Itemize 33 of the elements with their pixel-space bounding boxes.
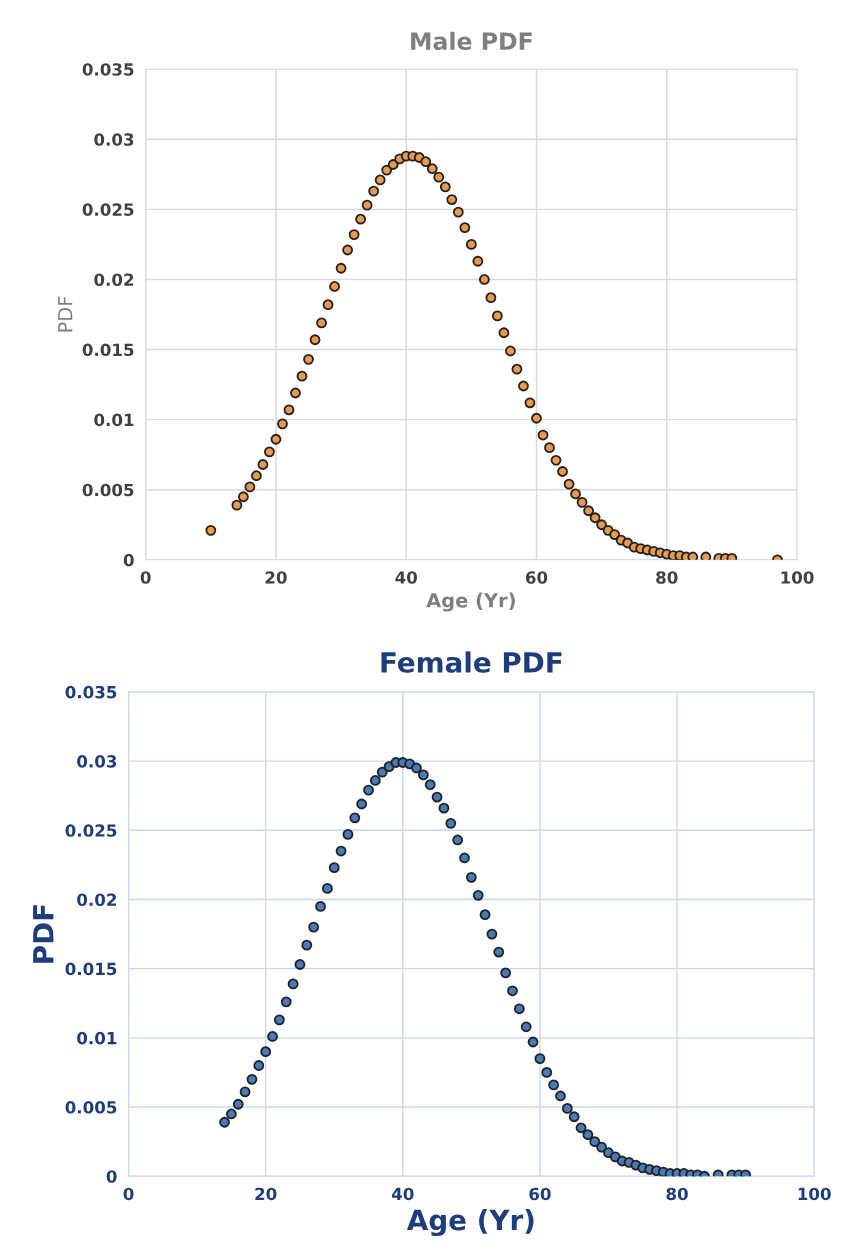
x-tick-label: 60 <box>529 1187 551 1201</box>
y-tick-label: 0 <box>123 553 134 567</box>
x-tick-label: 100 <box>798 1187 831 1201</box>
y-tick-label: 0.035 <box>82 63 134 76</box>
y-axis-title: PDF <box>33 905 54 963</box>
y-tick-label: 0.02 <box>77 893 116 907</box>
x-tick-label: 100 <box>781 571 814 584</box>
chart-title: Male PDF <box>411 31 532 51</box>
x-axis-title: Age (Yr) <box>426 592 515 612</box>
y-tick-label: 0 <box>106 1170 117 1183</box>
x-tick-label: 40 <box>391 1187 414 1201</box>
y-tick-label: 0.035 <box>65 685 117 699</box>
y-tick-label: 0.005 <box>82 483 134 497</box>
x-tick-label: 60 <box>525 571 548 584</box>
chart-title: Female PDF <box>381 651 562 673</box>
y-tick-label: 0.005 <box>65 1101 117 1114</box>
y-tick-label: 0.02 <box>94 273 134 287</box>
x-tick-label: 80 <box>666 1187 688 1201</box>
y-tick-label: 0.025 <box>82 203 134 216</box>
y-axis-title: PDF <box>58 296 73 332</box>
y-tick-label: 0.01 <box>77 1031 117 1045</box>
y-tick-label: 0.015 <box>65 962 117 976</box>
x-tick-label: 40 <box>395 571 418 584</box>
x-tick-label: 20 <box>255 1187 277 1201</box>
x-tick-label: 80 <box>656 571 678 584</box>
y-tick-label: 0.025 <box>65 824 117 837</box>
x-axis-title: Age (Yr) <box>406 1209 534 1237</box>
x-tick-label: 20 <box>265 571 287 584</box>
x-tick-label: 0 <box>140 571 151 584</box>
y-tick-label: 0.015 <box>82 343 134 357</box>
y-tick-label: 0.01 <box>94 413 134 427</box>
y-tick-label: 0.03 <box>77 755 117 768</box>
y-tick-label: 0.03 <box>94 133 134 146</box>
